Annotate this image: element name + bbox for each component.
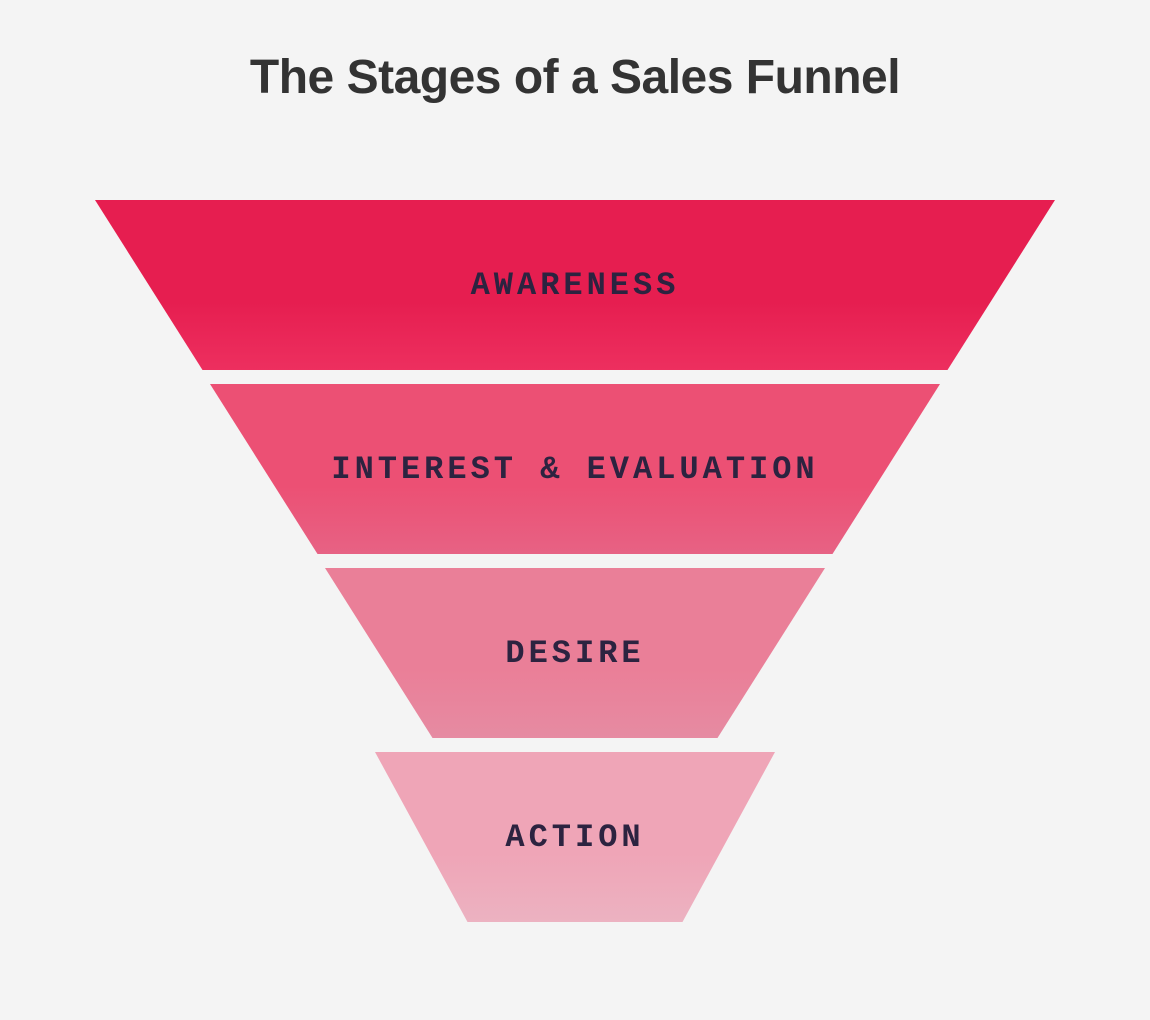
infographic-container: The Stages of a Sales Funnel AWARENESS I… [0,0,1150,1020]
funnel-stage-desire: DESIRE [325,568,825,738]
stage-label: ACTION [505,819,644,856]
stage-label: INTEREST & EVALUATION [331,451,818,488]
funnel-stage-awareness: AWARENESS [95,200,1055,370]
stage-label: DESIRE [505,635,644,672]
funnel-stage-action: ACTION [375,752,775,922]
sales-funnel: AWARENESS INTEREST & EVALUATION DESIRE A… [95,200,1055,922]
funnel-stage-interest: INTEREST & EVALUATION [210,384,940,554]
page-title: The Stages of a Sales Funnel [250,50,900,105]
stage-label: AWARENESS [471,267,680,304]
